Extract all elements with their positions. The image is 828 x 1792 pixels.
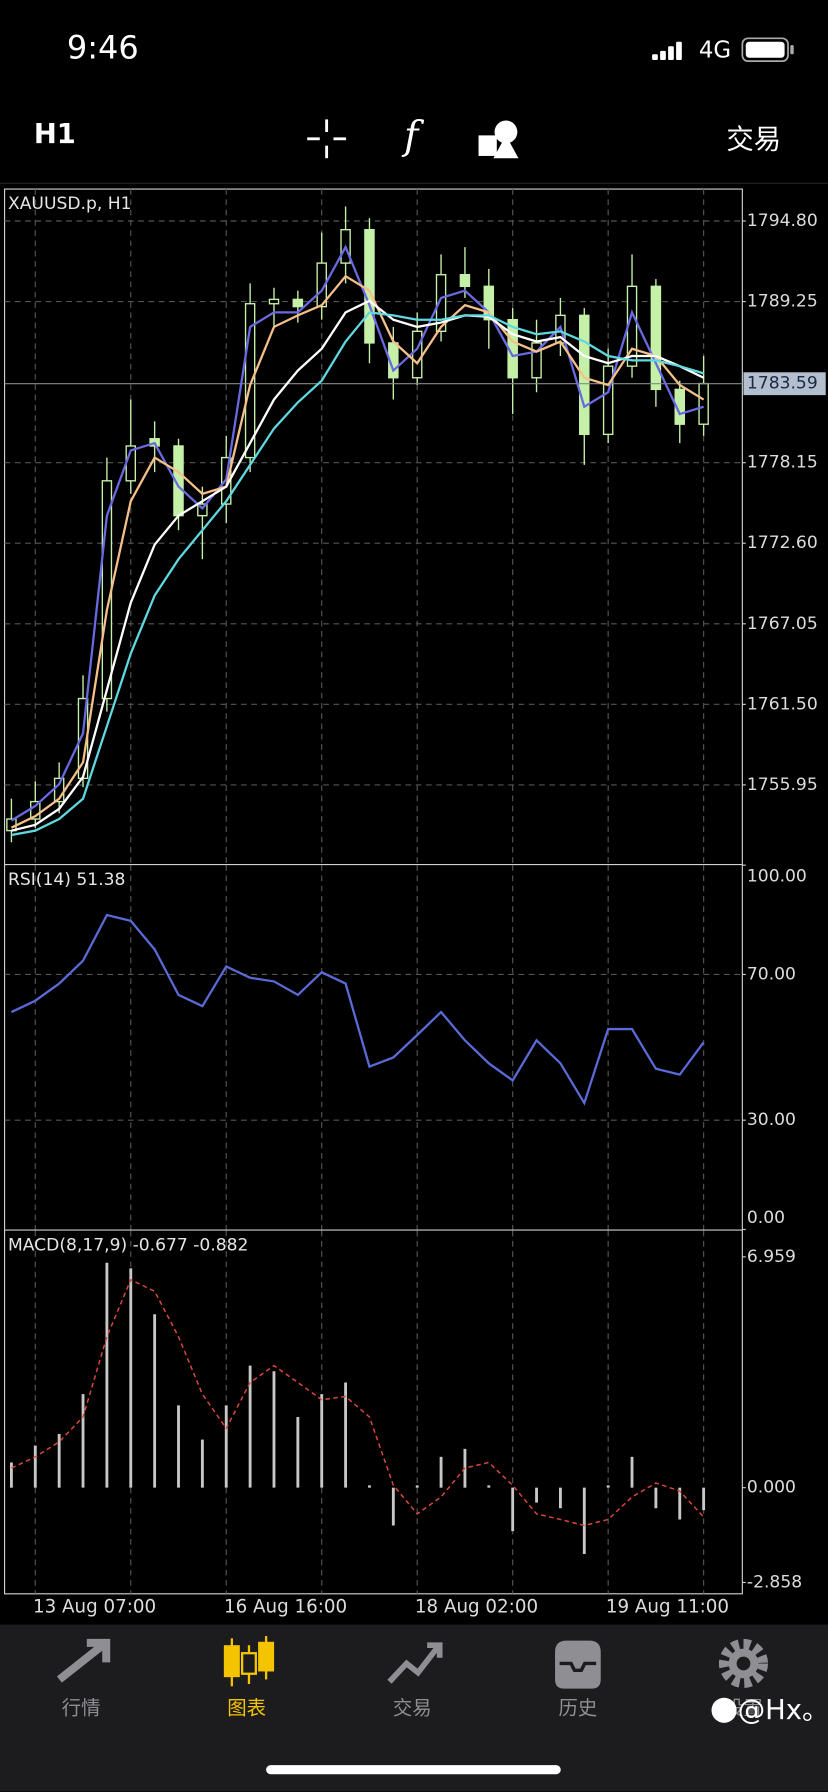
tab-label[interactable]: 图表 [227,1697,266,1720]
candle-body [30,800,41,820]
timeframe-button[interactable]: H1 [34,119,76,150]
tab-history[interactable]: 历史 [555,1640,601,1720]
candle-body [411,330,423,379]
candle-body [650,285,662,391]
candle-body [531,342,542,379]
series-line [10,913,705,1106]
candle-body [268,298,280,305]
x-tick-label: 18 Aug 02:00 [415,1597,538,1618]
status-time: 9:46 [67,29,139,67]
network-label: 4G [699,37,731,63]
y-tick-label: 70.00 [747,964,796,984]
series-line [11,311,704,837]
y-tick-label: 0.000 [747,1478,796,1498]
panel-title: MACD(8,17,9) -0.677 -0.882 [8,1235,248,1255]
y-tick-label: 1794.80 [747,211,818,231]
y-tick-label: 1789.25 [747,292,818,312]
y-tick-label: 0.00 [747,1208,785,1228]
x-tick-label: 13 Aug 07:00 [33,1597,156,1618]
panel-title: XAUUSD.p, H1 [8,194,132,214]
y-tick-label: 1778.15 [747,453,818,473]
candle-body [579,314,590,436]
trade-button[interactable]: 交易 [726,125,781,156]
tab-bar [0,1624,828,1792]
tab-label[interactable]: 交易 [393,1697,432,1720]
chart-frame [3,188,743,1595]
candle-body [602,365,614,436]
candle-body [292,298,304,308]
candle-body [435,274,447,332]
y-tick-label: -2.858 [747,1572,802,1592]
x-tick-label: 19 Aug 11:00 [606,1597,729,1618]
y-tick-label: 30.00 [747,1110,796,1130]
signal-icon [652,41,682,61]
y-tick-label: 1767.05 [747,614,818,634]
y-tick-label: 1761.50 [747,694,818,714]
y-tick-label: 100.00 [747,867,807,887]
tab-trade[interactable]: 交易 [387,1642,443,1720]
series-line [11,1278,705,1527]
last-price-label: 1783.59 [747,374,818,394]
candle-body [244,303,256,459]
x-tick-label: 16 Aug 16:00 [224,1597,347,1618]
candle-body [459,274,471,287]
series-line [10,244,704,822]
tab-label[interactable]: 历史 [558,1697,597,1720]
watermark: @Hx。 [711,1695,828,1726]
candle-body [698,382,709,425]
candle-body [364,229,375,344]
last-price-box [743,372,826,396]
candle-body [316,262,327,308]
tab-label[interactable]: 行情 [62,1697,101,1720]
objects-button[interactable] [478,120,519,159]
y-tick-label: 1772.60 [747,533,818,553]
series-line [11,299,705,832]
y-tick-label: 1755.95 [747,775,818,795]
candle-body [483,285,495,321]
series-line [10,274,705,829]
crosshair-button[interactable] [307,119,347,159]
battery-icon [741,37,794,63]
watermark-text: @Hx。 [738,1695,828,1726]
tab-quotes[interactable]: 行情 [56,1638,111,1720]
panel-title: RSI(14) 51.38 [8,870,125,890]
tab-chart[interactable]: 图表 [223,1636,275,1720]
home-indicator [266,1765,561,1775]
plot-area: 13 Aug 07:00 16 Aug 16:00 18 Aug 02:00 19 A… [4,189,826,1618]
y-tick-label: 6.959 [747,1247,796,1267]
